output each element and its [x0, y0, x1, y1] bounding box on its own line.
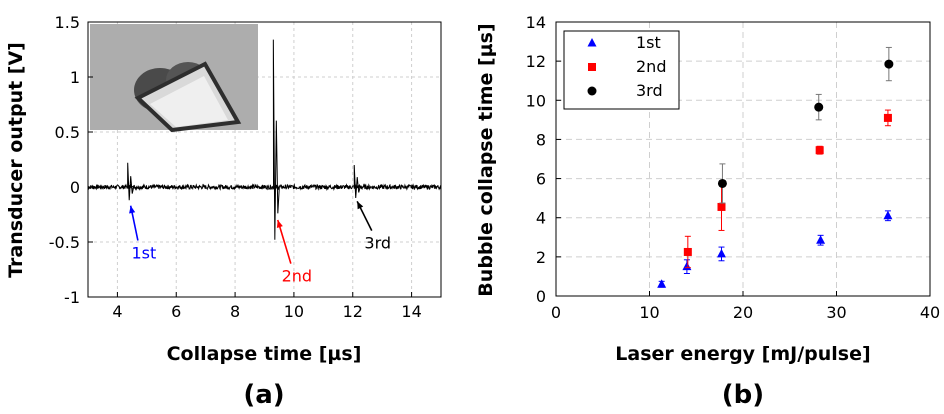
panel-b-ytick-label: 0 [536, 287, 546, 306]
panel-b-ytick-label: 6 [536, 170, 546, 189]
panel-b-ytick-label: 4 [536, 209, 546, 228]
panel-b-xtick-label: 30 [826, 303, 846, 322]
panel-a-xtick-label: 14 [401, 302, 421, 321]
data-point-3rd [814, 102, 824, 112]
legend-label-2nd: 2nd [636, 57, 666, 76]
legend-marker-2nd [588, 63, 596, 71]
data-point-1st [816, 235, 826, 244]
panel-a-xtick-label: 4 [112, 302, 122, 321]
panel-a-frame [87, 21, 442, 298]
annotation-arrow-2nd [276, 219, 292, 264]
data-point-1st [657, 279, 667, 288]
panel-b-label: (b) [722, 380, 764, 410]
panel-b-points [657, 46, 894, 288]
panel-a-ytick-label: -0.5 [49, 233, 80, 252]
data-point-3rd [884, 59, 894, 69]
panel-b-xtick-label: 40 [920, 303, 940, 322]
data-point-2nd [883, 113, 892, 122]
panel-a-ytick-label: -1 [64, 288, 80, 307]
panel-a-ytick-label: 1 [70, 68, 80, 87]
annotation-label-3rd: 3rd [364, 234, 391, 253]
panel-a-ytick-label: 0 [70, 178, 80, 197]
panel-b-ytick-label: 10 [526, 91, 546, 110]
bubble-photo [90, 24, 258, 133]
panel-b-xtick-label: 10 [639, 303, 659, 322]
legend-marker-3rd [587, 86, 597, 96]
panel-a-ticks: 4 6 8 10 12 14 -1 -0.5 0 0.5 1 1.5 [49, 13, 422, 321]
panel-a-ytick-label: 0.5 [55, 123, 80, 142]
panel-a-xtick-label: 8 [230, 302, 240, 321]
panel-a-label: (a) [243, 380, 284, 410]
data-point-2nd [717, 202, 726, 211]
panel-b-ytick-label: 8 [536, 130, 546, 149]
data-point-1st [716, 248, 726, 258]
panel-b-ytick-label: 12 [526, 52, 546, 71]
panel-a-xtick-label: 12 [343, 302, 363, 321]
annotation-arrowhead-1st [129, 205, 136, 214]
panel-b-ytick-label: 14 [526, 13, 546, 32]
panel-a-transducer-chart: 1st 2nd 3rd 4 6 8 10 12 14 -1 -0.5 0 0.5 1 1.5 Collap… [5, 13, 442, 410]
data-point-2nd [683, 247, 692, 256]
legend-marker-1st [587, 38, 597, 47]
annotation-arrowhead-2nd [276, 220, 283, 228]
panel-b-xtick-label: 20 [733, 303, 753, 322]
legend-label-3rd: 3rd [636, 81, 663, 100]
transducer-signal-line [87, 39, 442, 240]
panel-a-annotations: 1st 2nd 3rd [129, 200, 391, 286]
legend-label-1st: 1st [636, 33, 661, 52]
annotation-label-1st: 1st [131, 244, 156, 263]
panel-a-ylabel: Transducer output [V] [5, 42, 27, 278]
panel-b-ticks: 0 10 20 30 40 0 2 4 6 8 10 12 14 [526, 13, 941, 322]
legend-box [563, 30, 680, 110]
panel-b-xtick-label: 0 [551, 303, 561, 322]
panel-b-ytick-label: 2 [536, 248, 546, 267]
panel-a-ytick-label: 1.5 [55, 13, 80, 32]
data-point-1st [883, 210, 893, 220]
data-point-3rd [717, 178, 727, 188]
data-point-2nd [815, 146, 824, 155]
panel-a-xtick-label: 10 [284, 302, 304, 321]
panel-b-collapse-time-chart: 0 10 20 30 40 0 2 4 6 8 10 12 14 1st 2nd 3rd Laser ene… [475, 13, 940, 410]
panel-a-xtick-label: 6 [171, 302, 181, 321]
panel-b-ylabel: Bubble collapse time [µs] [475, 23, 497, 296]
annotation-label-2nd: 2nd [282, 267, 312, 286]
panel-a-xlabel: Collapse time [µs] [167, 343, 362, 365]
panel-b-legend: 1st 2nd 3rd [563, 30, 680, 110]
annotation-arrowhead-3rd [357, 201, 364, 210]
panel-b-xlabel: Laser energy [mJ/pulse] [615, 343, 870, 365]
